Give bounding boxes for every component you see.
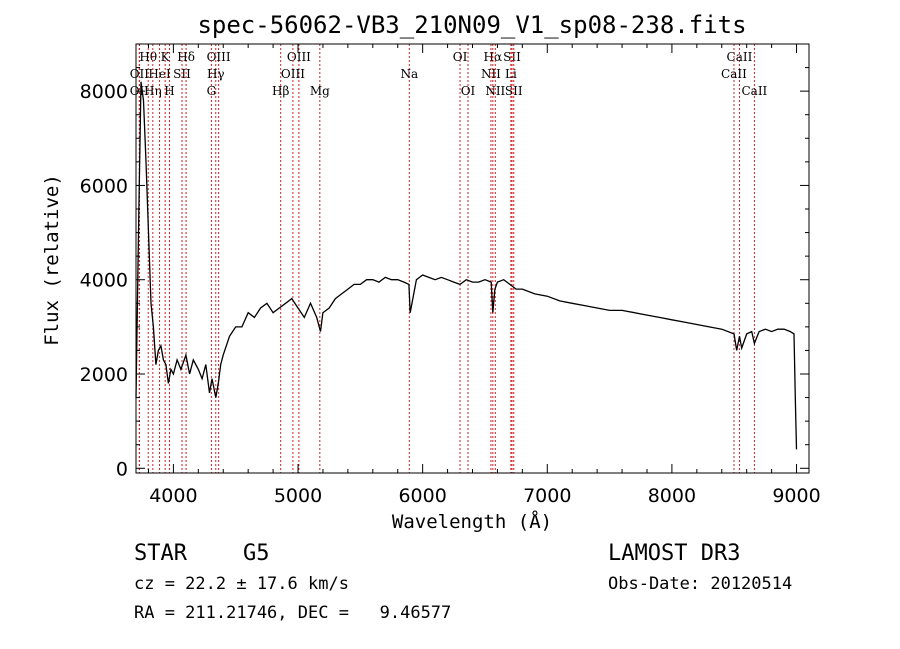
line-label-9: OIII bbox=[207, 50, 231, 64]
x-tick-label-5: 9000 bbox=[772, 485, 820, 507]
x-tick-label-3: 7000 bbox=[523, 485, 571, 507]
line-label-4: HeI bbox=[148, 67, 171, 81]
chart-title: spec-56062-VB3_210N09_V1_sp08-238.fits bbox=[197, 11, 746, 39]
line-label-23: Li bbox=[505, 67, 517, 81]
ra-dec: RA = 211.21746, DEC = 9.46577 bbox=[134, 603, 452, 623]
redshift-value: cz = 22.2 ± 17.6 km/s bbox=[134, 574, 349, 594]
x-axis: 4000 5000 6000 7000 8000 9000 bbox=[147, 44, 821, 507]
line-label-16: Na bbox=[400, 67, 418, 81]
y-tick-label-2: 4000 bbox=[80, 270, 128, 292]
line-label-12: Hβ bbox=[272, 84, 289, 98]
plot-frame bbox=[135, 43, 810, 474]
line-label-17: OI bbox=[453, 50, 468, 64]
line-label-15: Mg bbox=[310, 84, 330, 98]
y-tick-label-3: 6000 bbox=[80, 175, 128, 197]
y-axis: 0 2000 4000 6000 8000 bbox=[80, 67, 809, 480]
line-label-14: OIII bbox=[281, 67, 305, 81]
line-label-6: H bbox=[164, 84, 174, 98]
line-label-5: K bbox=[161, 50, 171, 64]
object-class: STAR bbox=[134, 541, 187, 566]
x-tick-label-1: 5000 bbox=[274, 485, 322, 507]
line-label-10: Hγ bbox=[207, 67, 225, 81]
line-label-0: Hθ bbox=[139, 50, 157, 64]
line-label-13: OIII bbox=[287, 50, 311, 64]
line-label-7: SII bbox=[173, 67, 191, 81]
line-label-21: NII bbox=[485, 84, 505, 98]
spectrum-line bbox=[135, 81, 798, 450]
line-label-27: CaII bbox=[741, 84, 767, 98]
line-label-24: SII bbox=[505, 84, 523, 98]
survey-name: LAMOST DR3 bbox=[608, 541, 741, 566]
line-label-26: CaII bbox=[721, 67, 747, 81]
line-label-25: CaII bbox=[727, 50, 753, 64]
x-axis-label: Wavelength (Å) bbox=[392, 510, 552, 533]
line-label-20: NII bbox=[481, 67, 501, 81]
line-label-22: SII bbox=[503, 50, 521, 64]
line-label-18: OI bbox=[461, 84, 476, 98]
y-tick-label-0: 0 bbox=[116, 458, 128, 480]
y-tick-label-4: 8000 bbox=[80, 81, 128, 103]
line-label-3: Hη bbox=[144, 84, 162, 98]
y-tick-label-1: 2000 bbox=[80, 364, 128, 386]
object-subclass: G5 bbox=[243, 541, 270, 566]
y-axis-label: Flux (relative) bbox=[41, 174, 63, 346]
obs-date: Obs-Date: 20120514 bbox=[608, 574, 793, 594]
line-label-19: Hα bbox=[484, 50, 503, 64]
line-label-8: Hδ bbox=[177, 50, 195, 64]
line-label-11: G bbox=[207, 84, 217, 98]
x-tick-label-2: 6000 bbox=[398, 485, 446, 507]
x-tick-label-4: 8000 bbox=[648, 485, 696, 507]
x-tick-label-0: 4000 bbox=[149, 485, 197, 507]
